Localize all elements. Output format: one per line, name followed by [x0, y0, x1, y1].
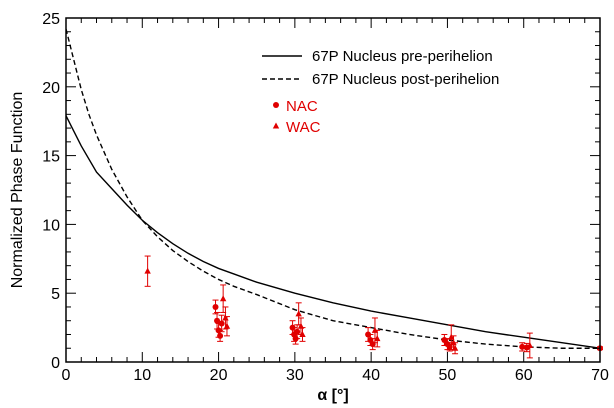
- nac-marker: [217, 332, 224, 339]
- x-tick-label: 60: [515, 367, 533, 384]
- legend-series-label: NAC: [286, 98, 318, 115]
- x-tick-label: 50: [439, 367, 457, 384]
- wac-marker: [451, 344, 459, 351]
- data-points: [144, 255, 603, 359]
- wac-marker: [374, 335, 381, 342]
- wac-marker: [526, 341, 534, 348]
- wac-marker: [219, 295, 227, 302]
- pre-perihelion-curve: [66, 115, 600, 349]
- wac-point: [295, 302, 302, 326]
- x-axis-title: α [°]: [317, 387, 348, 404]
- wac-point: [374, 329, 381, 348]
- y-tick-label: 10: [42, 217, 60, 234]
- y-tick-label: 5: [51, 286, 60, 303]
- nac-point: [218, 314, 225, 333]
- nac-point: [519, 342, 526, 352]
- x-tick-label: 20: [210, 367, 228, 384]
- nac-marker: [212, 303, 219, 310]
- y-axis-title: Normalized Phase Function: [9, 92, 26, 289]
- wac-marker: [295, 310, 302, 317]
- nac-marker: [294, 328, 301, 335]
- nac-marker: [218, 320, 225, 327]
- legend-nac-marker: [273, 102, 279, 108]
- y-tick-label: 15: [42, 149, 60, 166]
- legend-series-label: WAC: [286, 119, 321, 136]
- wac-marker: [448, 333, 455, 340]
- wac-point: [144, 255, 151, 287]
- x-tick-label: 70: [591, 367, 609, 384]
- legend: 67P Nucleus pre-perihelion 67P Nucleus po…: [262, 48, 499, 136]
- y-tick-label: 20: [42, 80, 60, 97]
- y-tick-label: 25: [42, 11, 60, 28]
- x-tick-label: 40: [362, 367, 380, 384]
- wac-point: [451, 342, 459, 355]
- y-tick-label: 0: [51, 355, 60, 372]
- nac-marker: [519, 343, 526, 350]
- wac-marker: [144, 267, 151, 274]
- plot-frame: [65, 17, 601, 363]
- wac-point: [223, 316, 231, 337]
- nac-point: [214, 311, 221, 330]
- nac-point: [212, 299, 219, 315]
- wac-point: [299, 327, 306, 342]
- legend-line-label: 67P Nucleus pre-perihelion: [312, 48, 493, 65]
- nac-marker: [214, 317, 221, 324]
- tick-labels: 0 10 20 30 40 50 60 70 0 5 10 15 20 25: [42, 11, 609, 384]
- axis-ticks: [65, 17, 601, 363]
- legend-line-label: 67P Nucleus post-perihelion: [312, 71, 499, 88]
- wac-marker: [299, 330, 306, 337]
- x-tick-label: 30: [286, 367, 304, 384]
- wac-marker: [223, 322, 231, 329]
- x-tick-label: 10: [133, 367, 151, 384]
- x-tick-label: 0: [62, 367, 71, 384]
- wac-point: [526, 332, 534, 359]
- legend-wac-marker: [272, 122, 280, 129]
- nac-point: [369, 338, 376, 351]
